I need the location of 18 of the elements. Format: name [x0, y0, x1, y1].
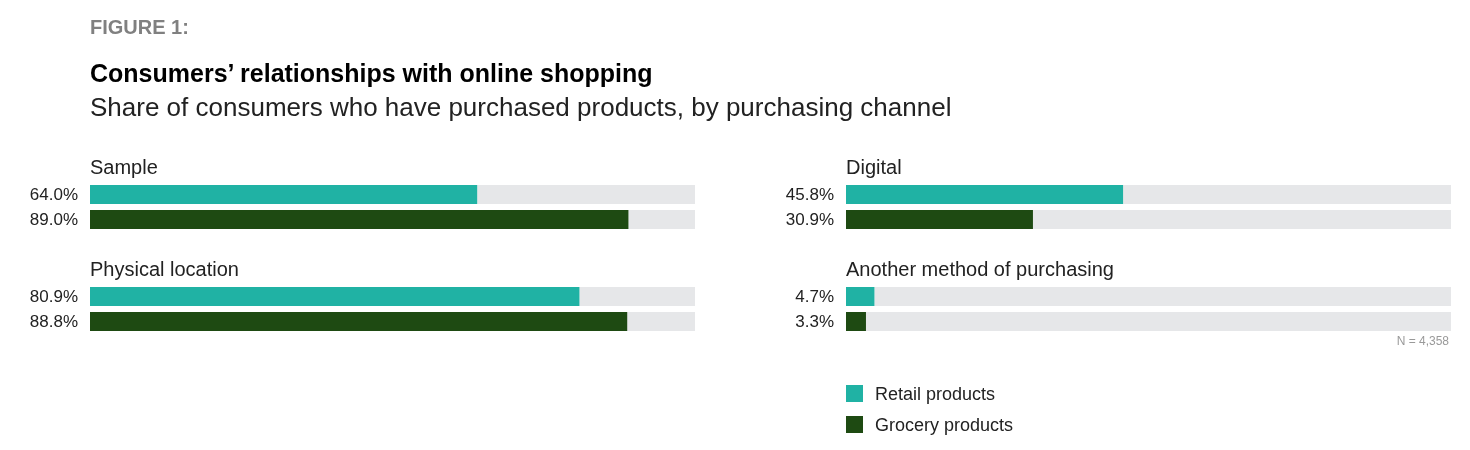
chart-subtitle: Share of consumers who have purchased products, by purchasing channel: [90, 92, 952, 122]
data-label: 45.8%: [785, 185, 834, 205]
text: N = 4,358: [1396, 334, 1450, 348]
data-label: 64.0%: [29, 185, 78, 205]
y-tick-label: Another method of purchasing: [846, 258, 1114, 280]
caption: FIGURE 1:: [90, 16, 189, 38]
chart-title: Consumers’ relationships with online shopping: [90, 59, 653, 87]
data-label: 88.8%: [29, 312, 78, 332]
y-tick-label: Sample: [90, 156, 158, 178]
data-label: 89.0%: [29, 210, 78, 230]
legend-label: Grocery products: [875, 415, 1014, 436]
data-label: 80.9%: [29, 287, 78, 307]
y-tick-label: Digital: [846, 156, 902, 178]
data-label: 3.3%: [795, 312, 834, 332]
y-tick-label: Physical location: [90, 258, 239, 280]
data-label: 30.9%: [785, 210, 834, 230]
legend-label: Retail products: [875, 384, 996, 405]
data-label: 4.7%: [795, 287, 834, 307]
